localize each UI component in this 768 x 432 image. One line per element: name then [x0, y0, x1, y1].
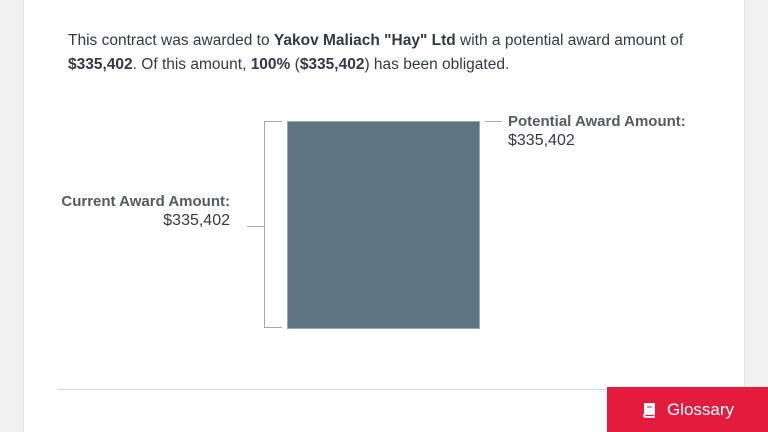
current-award-value: $335,402 [163, 212, 230, 229]
current-award-tick [247, 226, 264, 227]
recipient-name: Yakov Maliach "Hay" Ltd [273, 32, 456, 49]
glossary-button-label: Glossary [666, 399, 735, 419]
section-divider [58, 389, 618, 390]
current-award-bracket [264, 121, 282, 328]
summary-open-paren: ( [290, 56, 300, 73]
summary-middle2: . Of this amount, [132, 56, 251, 73]
summary-obligated-amount: $335,402 [299, 56, 365, 73]
potential-award-value: $335,402 [508, 132, 575, 149]
potential-award-label: Potential Award Amount: [508, 113, 686, 130]
summary-suffix: ) has been obligated. [364, 56, 510, 73]
potential-award-tick [485, 121, 502, 122]
book-icon [641, 402, 657, 418]
summary-potential-amount: $335,402 [68, 56, 133, 73]
potential-award-bar [287, 121, 480, 329]
award-summary-text: This contract was awarded to Yakov Malia… [68, 29, 708, 77]
summary-middle: with a potential award amount of [455, 32, 684, 49]
glossary-button[interactable]: Glossary [607, 387, 768, 432]
summary-prefix: This contract was awarded to [68, 32, 274, 49]
summary-obligated-percent: 100% [250, 56, 291, 73]
current-award-label: Current Award Amount: [61, 193, 230, 210]
